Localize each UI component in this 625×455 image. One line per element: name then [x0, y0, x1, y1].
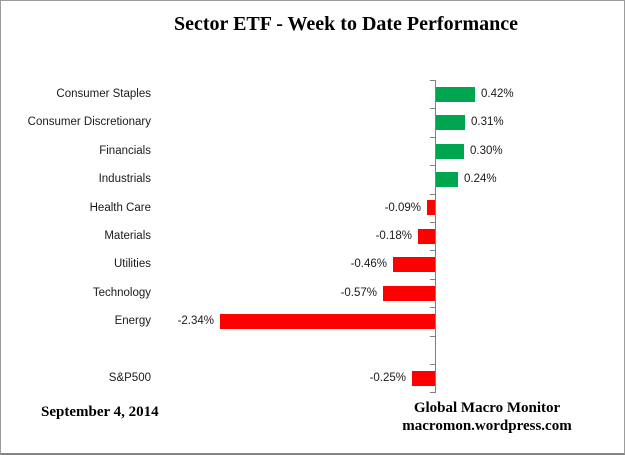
category-label: Consumer Staples: [56, 88, 151, 100]
axis-tick: [430, 222, 436, 223]
footer-source-name: Global Macro Monitor: [413, 400, 561, 416]
axis-tick: [430, 193, 436, 195]
bar-positive: [436, 115, 465, 131]
value-label: 0.24%: [464, 173, 497, 186]
axis-tick: [430, 335, 436, 337]
category-label: Materials: [104, 230, 151, 242]
axis-tick: [430, 136, 436, 138]
category-label: S&P500: [108, 372, 151, 384]
value-label: 0.31%: [471, 116, 504, 129]
axis-tick: [430, 364, 436, 365]
bar-negative: [220, 313, 435, 329]
axis-tick: [430, 307, 436, 309]
category-label: Consumer Discretionary: [27, 116, 151, 129]
category-label: Energy: [114, 315, 151, 328]
bar-negative: [418, 228, 435, 244]
value-label: -2.34%: [177, 315, 214, 328]
category-label: Technology: [92, 286, 151, 299]
category-axis-line: [435, 80, 436, 393]
axis-tick: [430, 278, 436, 280]
bar-positive: [436, 171, 458, 187]
chart-title: Sector ETF - Week to Date Performance: [174, 13, 518, 35]
bar-negative: [393, 257, 435, 273]
value-label: -0.18%: [375, 230, 412, 242]
category-label: Health Care: [89, 201, 151, 214]
footer-source-url: macromon.wordpress.com: [402, 418, 572, 434]
axis-tick: [430, 165, 436, 167]
axis-tick: [430, 250, 436, 252]
axis-tick: [430, 392, 436, 394]
value-label: -0.25%: [369, 372, 406, 384]
category-label: Financials: [99, 144, 151, 157]
bar-negative: [412, 370, 435, 386]
bar-positive: [436, 86, 475, 102]
value-label: -0.09%: [384, 201, 421, 214]
category-label: Utilities: [113, 258, 151, 271]
bar-negative: [427, 200, 435, 216]
value-label: -0.57%: [340, 286, 377, 299]
bar-positive: [436, 143, 464, 159]
value-label: 0.42%: [481, 88, 514, 100]
footer-source: Global Macro Monitor macromon.wordpress.…: [377, 399, 597, 435]
value-label: -0.46%: [350, 258, 387, 271]
axis-tick: [430, 80, 436, 81]
bar-negative: [383, 285, 435, 301]
footer-date: September 4, 2014: [41, 404, 159, 420]
category-label: Industrials: [98, 173, 151, 186]
axis-tick: [430, 108, 436, 110]
value-label: 0.30%: [470, 144, 503, 157]
